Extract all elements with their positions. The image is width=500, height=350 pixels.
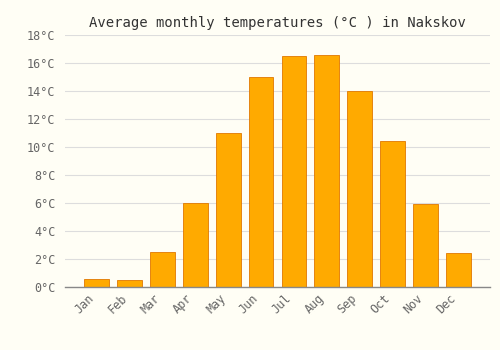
Bar xyxy=(150,252,174,287)
Bar xyxy=(117,280,142,287)
Bar xyxy=(282,56,306,287)
Bar xyxy=(84,279,109,287)
Bar xyxy=(380,141,405,287)
Bar xyxy=(248,77,274,287)
Bar xyxy=(348,91,372,287)
Bar xyxy=(413,204,438,287)
Bar xyxy=(314,55,339,287)
Bar xyxy=(183,203,208,287)
Bar xyxy=(446,253,470,287)
Title: Average monthly temperatures (°C ) in Nakskov: Average monthly temperatures (°C ) in Na… xyxy=(89,16,466,30)
Bar xyxy=(216,133,240,287)
